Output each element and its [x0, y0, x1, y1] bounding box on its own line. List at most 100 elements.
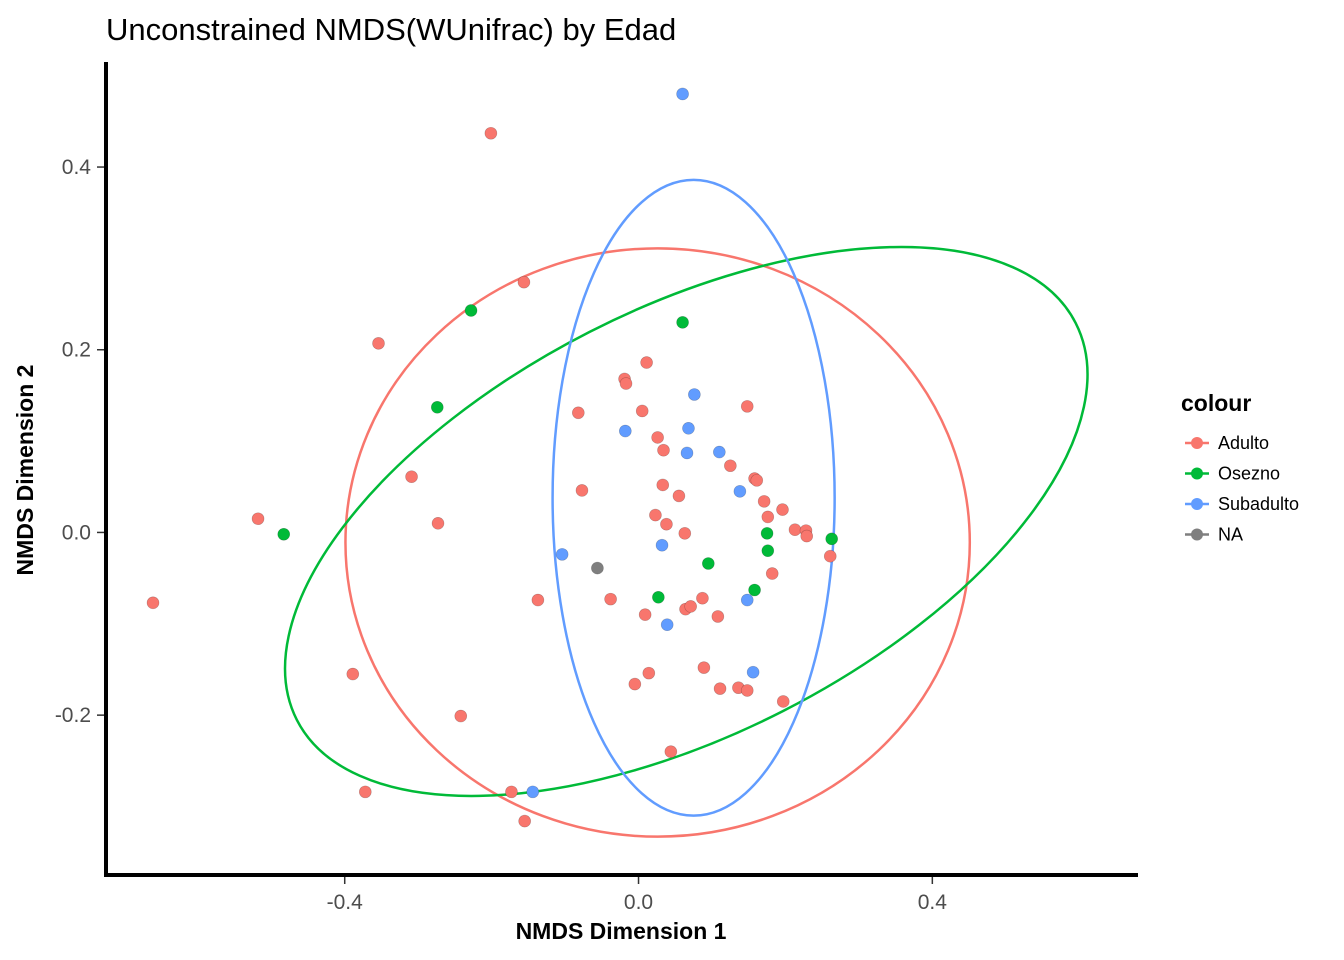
point-adulto-11 [518, 814, 531, 828]
point-adulto-35 [711, 610, 725, 623]
point-adulto-45 [765, 567, 779, 580]
legend-label-na: NA [1218, 525, 1243, 545]
legend-key-point [1191, 437, 1203, 449]
point-adulto-37 [724, 459, 737, 473]
point-na-0 [591, 561, 604, 575]
point-adulto-18 [628, 677, 642, 691]
point-adulto-4 [372, 337, 385, 350]
data-points [146, 87, 839, 828]
y-tick-label: 0.0 [62, 521, 91, 544]
point-adulto-3 [358, 785, 372, 799]
point-adulto-26 [657, 443, 670, 457]
point-osezno-6 [748, 583, 761, 597]
point-osezno-2 [464, 304, 478, 317]
point-osezno-7 [760, 527, 774, 540]
point-adulto-22 [642, 666, 656, 680]
y-axis-title: NMDS Dimension 2 [12, 365, 38, 576]
legend-key-point [1191, 467, 1203, 480]
point-subadulto-4 [660, 618, 674, 632]
point-subadulto-7 [682, 422, 695, 435]
x-axis-title: NMDS Dimension 1 [516, 918, 727, 944]
point-adulto-48 [788, 523, 802, 537]
y-tick-label: 0.2 [62, 339, 91, 362]
ellipse-subadulto [551, 178, 836, 817]
point-adulto-44 [761, 510, 775, 524]
point-adulto-7 [454, 709, 468, 723]
point-adulto-33 [696, 591, 709, 605]
point-subadulto-10 [733, 485, 747, 498]
x-tick-label: 0.0 [624, 891, 653, 914]
x-tick-label: 0.4 [918, 891, 948, 914]
point-subadulto-8 [688, 388, 701, 401]
point-adulto-2 [346, 667, 360, 681]
point-adulto-13 [571, 406, 585, 420]
point-adulto-10 [517, 275, 531, 289]
y-tick-label: 0.4 [62, 156, 92, 179]
point-adulto-8 [484, 126, 498, 140]
point-adulto-28 [664, 745, 678, 758]
point-subadulto-9 [713, 445, 726, 459]
point-adulto-29 [672, 489, 686, 503]
point-adulto-21 [640, 356, 653, 369]
point-adulto-24 [651, 431, 664, 444]
legend-label-adulto: Adulto [1218, 433, 1269, 453]
point-adulto-34 [697, 661, 711, 674]
legend-key-point [1191, 528, 1203, 541]
point-adulto-51 [823, 549, 837, 563]
point-adulto-25 [656, 478, 670, 492]
point-osezno-5 [702, 557, 715, 570]
ellipse-adulto [344, 247, 972, 838]
point-subadulto-1 [555, 548, 569, 561]
point-adulto-27 [660, 517, 673, 531]
point-subadulto-11 [740, 593, 754, 607]
legend-title: colour [1181, 390, 1251, 416]
point-adulto-50 [800, 529, 814, 543]
point-adulto-43 [757, 495, 771, 508]
point-osezno-4 [676, 316, 689, 329]
ellipse-osezno [283, 245, 1089, 798]
point-adulto-12 [531, 593, 545, 607]
point-subadulto-3 [655, 538, 669, 552]
point-adulto-42 [750, 474, 764, 487]
chart-title: Unconstrained NMDS(WUnifrac) by Edad [106, 12, 676, 47]
point-adulto-17 [619, 377, 633, 390]
point-adulto-15 [604, 592, 617, 606]
point-adulto-20 [638, 608, 652, 621]
y-tick-label: -0.2 [55, 704, 91, 727]
point-adulto-39 [740, 684, 754, 697]
point-adulto-9 [505, 785, 518, 799]
point-adulto-5 [405, 470, 418, 484]
point-subadulto-5 [676, 87, 689, 101]
point-adulto-14 [575, 484, 589, 497]
point-adulto-6 [431, 517, 445, 530]
legend-label-osezno: Osezno [1218, 464, 1280, 484]
point-osezno-8 [761, 544, 775, 558]
point-adulto-1 [251, 512, 265, 526]
point-osezno-0 [277, 527, 291, 541]
point-adulto-32 [684, 600, 697, 613]
point-osezno-3 [652, 591, 665, 604]
legend: colour Adulto Osezno Subadulto NA [1181, 390, 1299, 545]
point-adulto-19 [635, 404, 649, 418]
confidence-ellipses [283, 178, 1089, 838]
x-axis-ticks: -0.4 0.0 0.4 [327, 877, 948, 914]
point-adulto-23 [649, 508, 662, 522]
point-adulto-0 [146, 596, 160, 610]
point-adulto-46 [776, 503, 789, 516]
point-subadulto-0 [526, 785, 540, 799]
point-subadulto-2 [619, 424, 632, 438]
point-adulto-47 [776, 695, 790, 708]
point-osezno-9 [825, 532, 839, 546]
point-osezno-1 [430, 400, 444, 414]
point-adulto-30 [678, 527, 692, 540]
y-axis-ticks: -0.2 0.0 0.2 0.4 [55, 156, 104, 727]
point-subadulto-6 [680, 446, 694, 460]
point-adulto-36 [713, 682, 727, 695]
legend-key-point [1191, 498, 1203, 510]
point-adulto-40 [740, 400, 754, 413]
point-subadulto-12 [746, 665, 760, 679]
legend-label-subadulto: Subadulto [1218, 494, 1299, 514]
x-tick-label: -0.4 [327, 891, 364, 914]
